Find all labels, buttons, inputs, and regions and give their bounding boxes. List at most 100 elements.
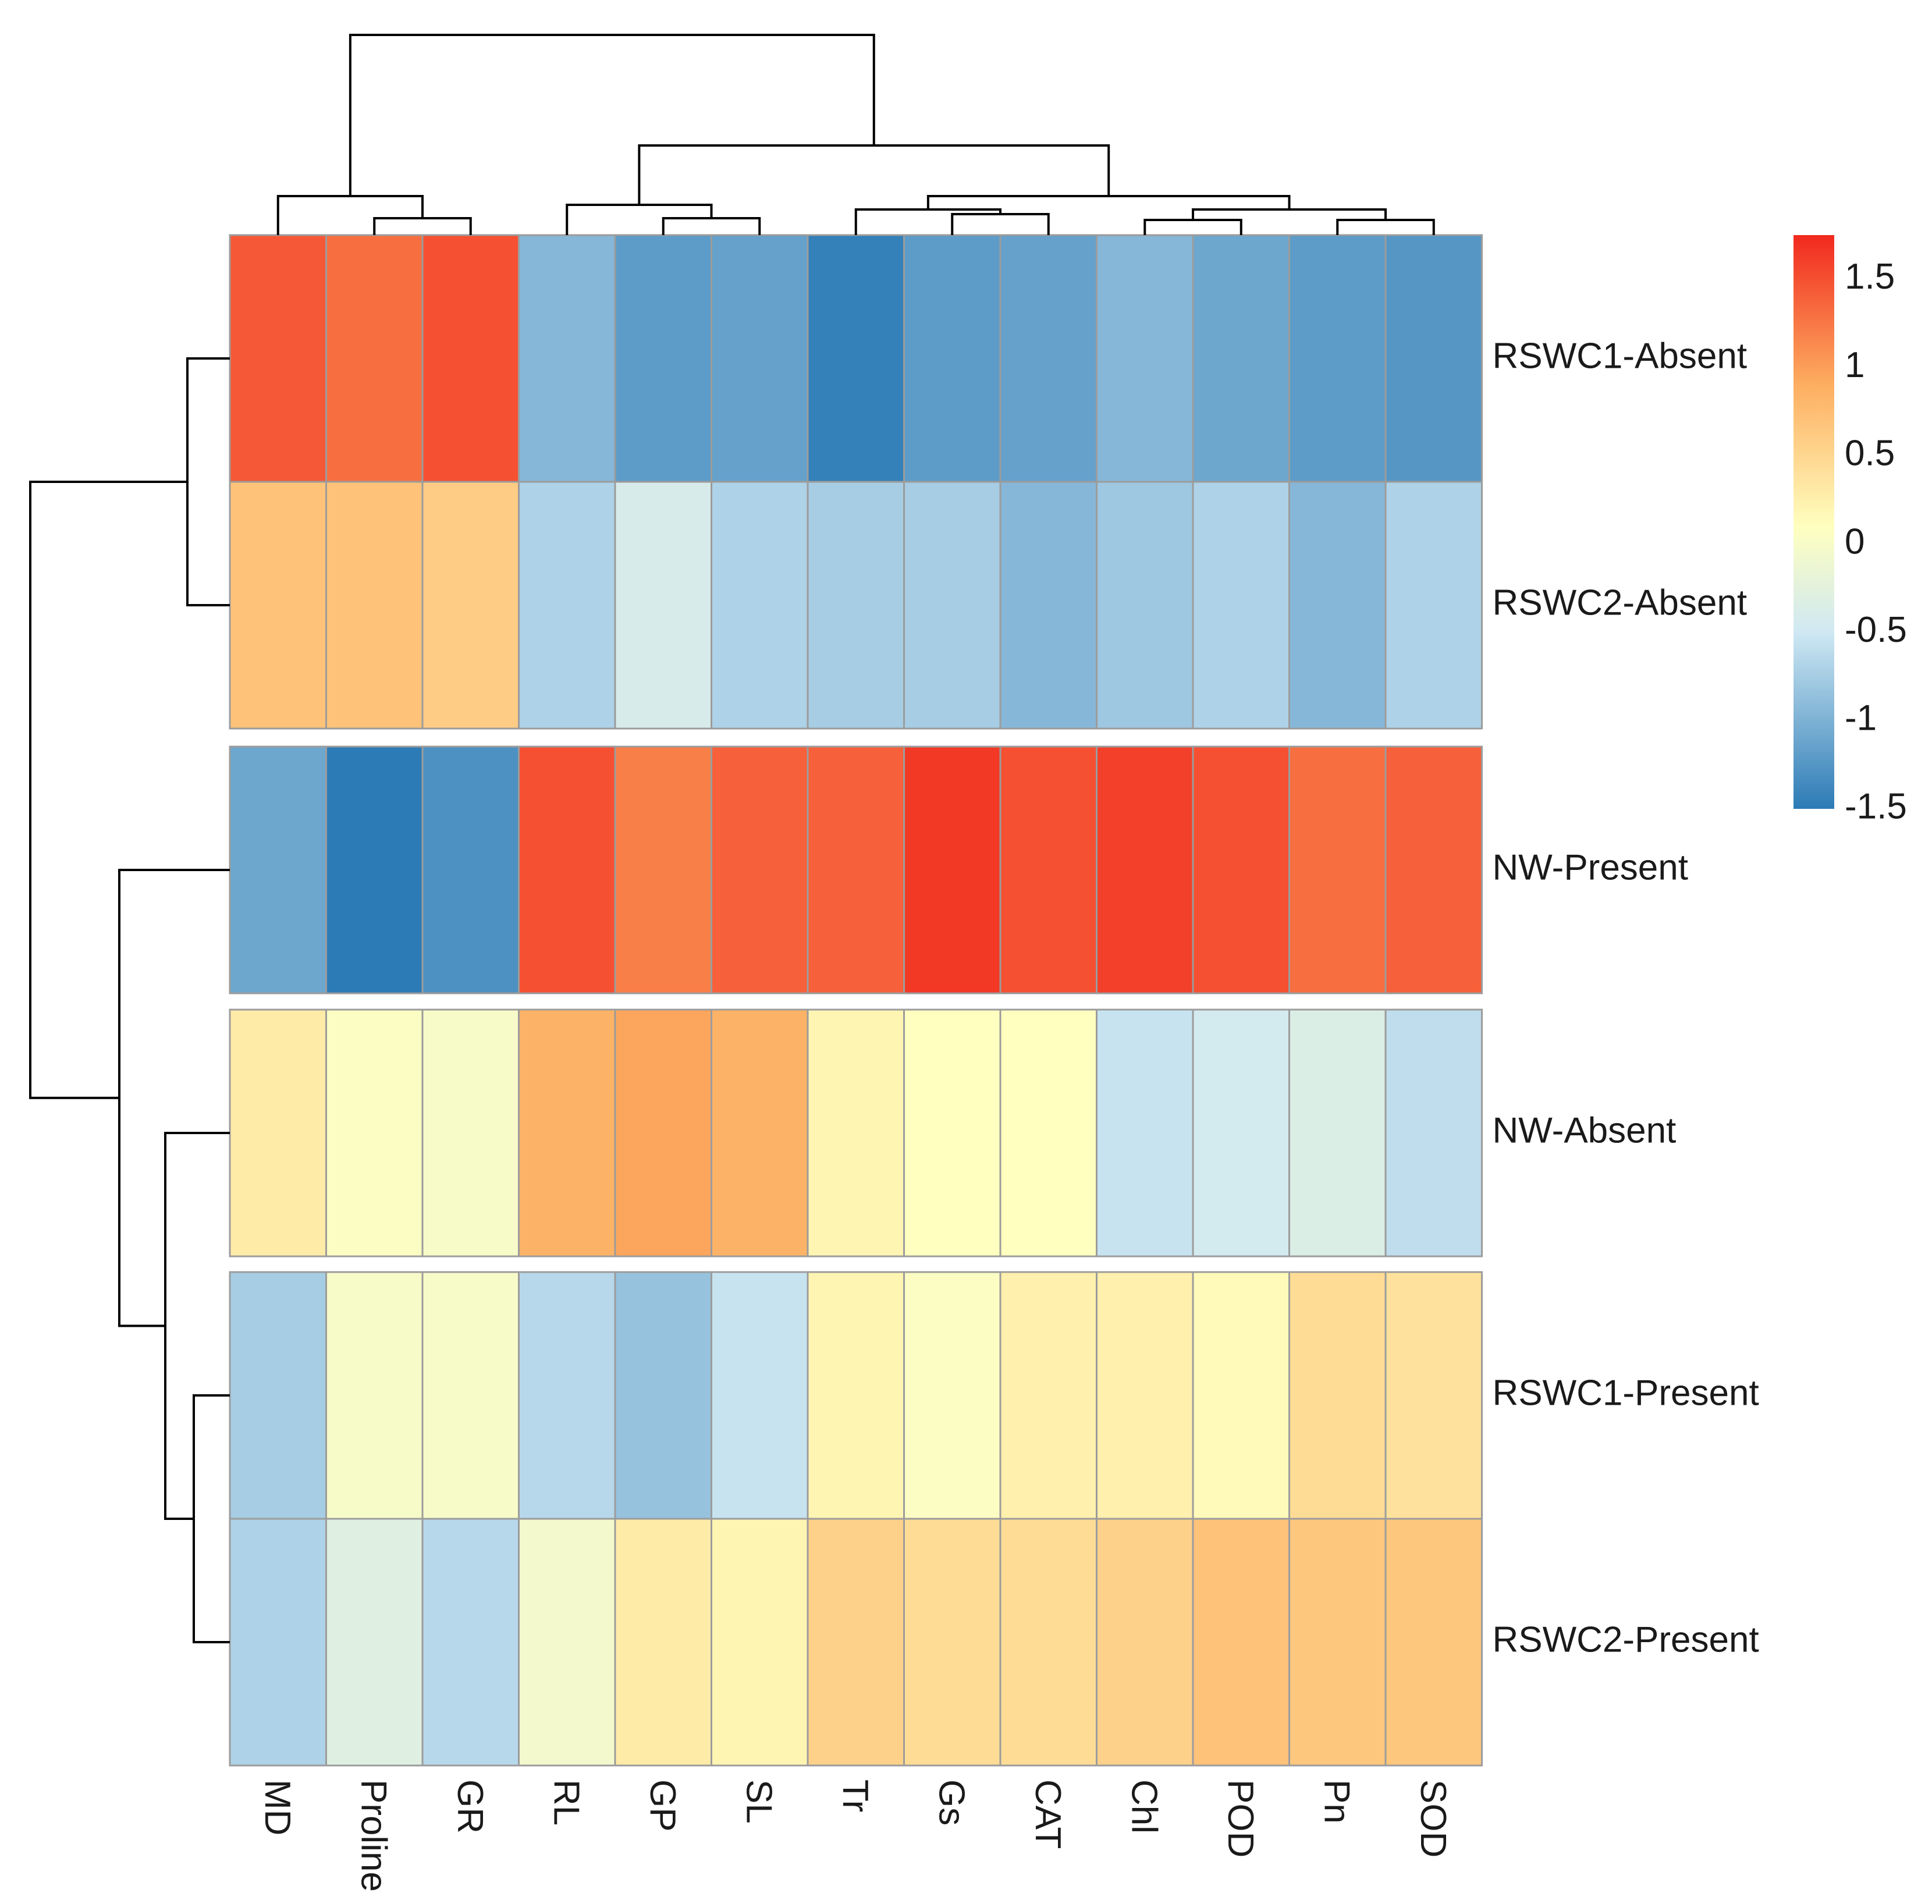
heatmap-cell xyxy=(325,745,424,994)
heatmap-cell xyxy=(614,1008,712,1258)
heatmap-cell xyxy=(807,745,905,994)
heatmap-cell xyxy=(1384,481,1483,730)
heatmap-cell xyxy=(1192,1271,1290,1520)
heatmap-cell xyxy=(999,234,1098,483)
column-label: MD xyxy=(257,1779,297,1835)
heatmap-cell xyxy=(999,1008,1098,1258)
heatmap-cell xyxy=(999,1518,1098,1767)
heatmap-cell xyxy=(229,1518,327,1767)
column-label: Pn xyxy=(1316,1779,1356,1824)
heatmap-cell xyxy=(1384,745,1483,994)
column-label: GR xyxy=(450,1779,490,1834)
heatmap-cell xyxy=(518,745,616,994)
heatmap-cell xyxy=(1288,481,1387,730)
heatmap-cell xyxy=(1096,481,1194,730)
heatmap-cell xyxy=(903,1008,1001,1258)
heatmap-cell xyxy=(1192,234,1290,483)
heatmap-cell xyxy=(807,1008,905,1258)
column-label: CAT xyxy=(1028,1779,1068,1849)
heatmap-cell xyxy=(229,1008,327,1258)
legend-tick-label: -0.5 xyxy=(1845,610,1907,650)
heatmap-cell xyxy=(614,1518,712,1767)
heatmap-cell xyxy=(325,234,424,483)
heatmap-cell xyxy=(711,234,809,483)
heatmap-cell xyxy=(903,1518,1001,1767)
row-label: RSWC1-Absent xyxy=(1493,336,1748,376)
column-dendrogram-branch xyxy=(926,195,1291,209)
row-label: NW-Present xyxy=(1493,847,1689,887)
heatmap-cell xyxy=(999,481,1098,730)
heatmap-cell xyxy=(1096,745,1194,994)
heatmap-cell xyxy=(518,481,616,730)
column-dendrogram-branch xyxy=(662,217,761,235)
legend-tick-label: -1 xyxy=(1845,698,1877,738)
row-label: RSWC1-Present xyxy=(1493,1373,1759,1413)
heatmap-cell xyxy=(421,1271,520,1520)
heatmap-cell xyxy=(903,1271,1001,1520)
heatmap-cell xyxy=(421,745,520,994)
row-label: NW-Absent xyxy=(1493,1110,1677,1150)
row-dendrogram-branch xyxy=(118,869,230,1327)
column-label: RL xyxy=(546,1779,586,1825)
legend-tick-label: 0 xyxy=(1845,521,1864,562)
heatmap-cell xyxy=(518,1518,616,1767)
row-dendrogram-branch xyxy=(186,357,230,606)
row-dendrogram-branch xyxy=(164,1132,230,1520)
heatmap-cell xyxy=(1288,1271,1387,1520)
heatmap-cells xyxy=(229,234,1483,1767)
column-label: POD xyxy=(1220,1779,1260,1857)
heatmap-cell xyxy=(421,481,520,730)
heatmap-cell xyxy=(1288,1008,1387,1258)
heatmap-cell xyxy=(1384,1271,1483,1520)
heatmap-cell xyxy=(999,1271,1098,1520)
heatmap-cell xyxy=(1096,1271,1194,1520)
legend-tick-label: 1.5 xyxy=(1845,257,1895,297)
heatmap-cell xyxy=(1384,1518,1483,1767)
heatmap-cell xyxy=(711,745,809,994)
legend-tick-label: 1 xyxy=(1845,345,1864,385)
column-label: Proline xyxy=(353,1779,393,1892)
heatmap-cell xyxy=(614,481,712,730)
heatmap-cell xyxy=(1384,1008,1483,1258)
heatmap-cell xyxy=(999,745,1098,994)
heatmap-cell xyxy=(1192,1008,1290,1258)
heatmap-cell xyxy=(903,745,1001,994)
heatmap-cell xyxy=(325,481,424,730)
column-dendrogram-branch xyxy=(1143,219,1242,235)
heatmap-cell xyxy=(518,234,616,483)
heatmap-cell xyxy=(325,1008,424,1258)
heatmap-cell xyxy=(421,1518,520,1767)
heatmap-cell xyxy=(711,481,809,730)
heatmap-cell xyxy=(1096,1008,1194,1258)
row-dendrogram-branch xyxy=(193,1394,230,1643)
row-label: RSWC2-Absent xyxy=(1493,582,1748,623)
legend-tick-label: 0.5 xyxy=(1845,434,1895,474)
column-dendrogram-branch xyxy=(1336,219,1435,235)
heatmap-cell xyxy=(421,234,520,483)
heatmap-cell xyxy=(807,1518,905,1767)
column-dendrogram-branch xyxy=(373,217,472,235)
column-label: Tr xyxy=(835,1779,875,1812)
heatmap-cell xyxy=(1192,1518,1290,1767)
heatmap-cell xyxy=(614,745,712,994)
heatmap-cell xyxy=(229,1271,327,1520)
heatmap-cell xyxy=(518,1008,616,1258)
heatmap-cell xyxy=(1192,745,1290,994)
heatmap-cell xyxy=(1288,745,1387,994)
heatmap-cell xyxy=(614,1271,712,1520)
heatmap-cell xyxy=(903,481,1001,730)
heatmap-cell xyxy=(807,1271,905,1520)
row-labels: RSWC1-Absent RSWC2-Absent NW-Present NW-Abs… xyxy=(1493,336,1759,1660)
column-dendrogram-branch xyxy=(276,195,424,235)
heatmap-cell xyxy=(711,1271,809,1520)
heatmap-cell xyxy=(614,234,712,483)
heatmap-cell xyxy=(325,1271,424,1520)
heatmap-cell xyxy=(1384,234,1483,483)
column-label: Gs xyxy=(931,1779,971,1825)
heatmap-cell xyxy=(1288,1518,1387,1767)
column-dendrogram xyxy=(276,34,1435,235)
heatmap-cell xyxy=(1192,481,1290,730)
column-dendrogram-branch xyxy=(1192,208,1387,220)
legend-tick-label: -1.5 xyxy=(1845,786,1907,826)
